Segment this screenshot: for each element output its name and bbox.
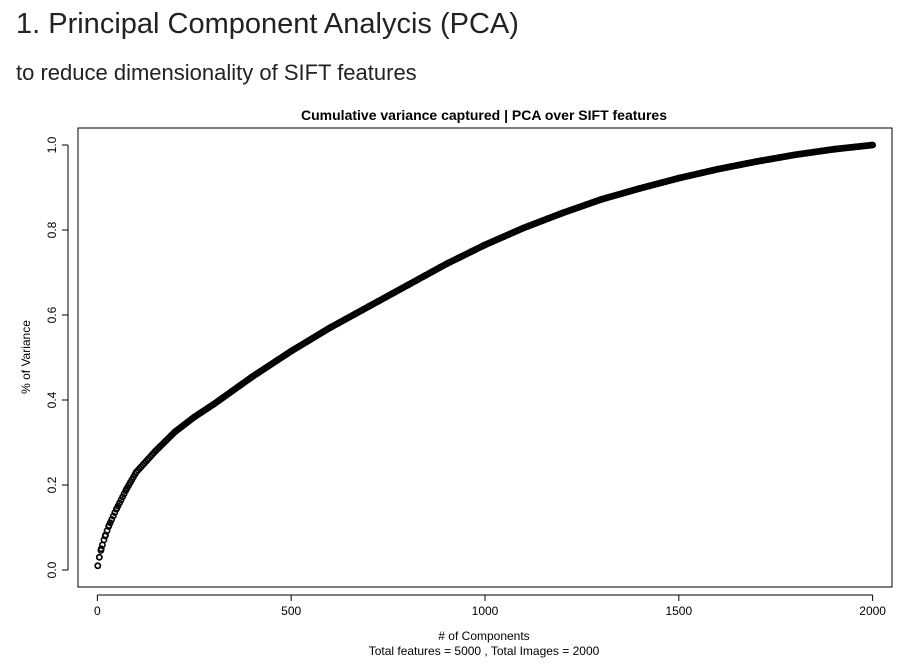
data-point [404, 281, 411, 289]
x-tick-label: 1500 [665, 604, 692, 618]
page-subtitle: to reduce dimensionality of SIFT feature… [16, 60, 417, 85]
data-point [791, 151, 799, 159]
data-point [830, 145, 838, 153]
data-point [101, 532, 109, 540]
data-point [752, 158, 760, 165]
y-tick-label: 0.2 [45, 476, 59, 493]
y-axis-label: % of Variance [19, 320, 33, 394]
chart-container: Cumulative variance captured | PCA over … [0, 100, 905, 664]
x-axis-label: # of Components [438, 629, 529, 643]
y-tick-label: 0.8 [45, 221, 59, 238]
data-point [113, 504, 121, 512]
data-point [94, 562, 102, 570]
x-axis: 0 500 1000 1500 2000 [94, 594, 886, 618]
y-axis: 0.0 0.2 0.4 0.6 0.8 1.0 [45, 136, 69, 578]
data-point [123, 485, 130, 493]
data-point [636, 184, 644, 192]
data-point [869, 141, 877, 149]
data-point [105, 521, 113, 529]
data-point [520, 224, 528, 232]
y-tick-label: 0.0 [45, 561, 59, 578]
data-point [326, 324, 334, 332]
y-tick-label: 0.6 [45, 306, 59, 323]
x-tick-label: 1000 [472, 604, 499, 618]
data-points [94, 141, 877, 570]
pca-variance-chart: Cumulative variance captured | PCA over … [19, 107, 893, 658]
y-tick-label: 0.4 [45, 391, 59, 408]
data-point [597, 196, 605, 203]
x-axis-sublabel: Total features = 5000 , Total Images = 2… [369, 644, 600, 658]
data-point [171, 428, 179, 436]
data-point [109, 512, 117, 520]
chart-title: Cumulative variance captured | PCA over … [301, 107, 667, 123]
x-tick-label: 2000 [859, 604, 886, 618]
data-point [442, 260, 450, 268]
data-point [97, 545, 105, 553]
data-point [675, 174, 683, 182]
page-title: 1. Principal Component Analycis (PCA) [16, 8, 519, 40]
data-point [249, 373, 256, 381]
y-tick-label: 1.0 [45, 136, 59, 153]
data-point [481, 241, 489, 249]
plot-frame [77, 127, 893, 588]
data-point [95, 553, 103, 561]
data-point [190, 413, 198, 421]
x-tick-label: 500 [281, 604, 301, 618]
data-point [287, 347, 295, 355]
data-point [152, 447, 159, 455]
data-point [132, 468, 140, 476]
data-point [714, 165, 721, 173]
data-point [365, 303, 373, 310]
x-tick-label: 0 [94, 604, 101, 618]
data-point [210, 400, 218, 408]
data-point [108, 516, 116, 523]
data-point [559, 209, 566, 217]
